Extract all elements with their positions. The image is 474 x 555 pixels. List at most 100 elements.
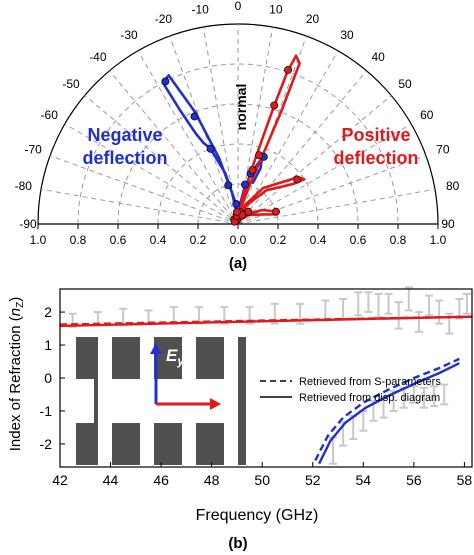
polar-angle-tick-label: -30 <box>120 28 138 42</box>
polar-marker <box>272 207 280 216</box>
polar-angle-tick-label: -40 <box>89 50 107 64</box>
polar-spoke <box>237 123 412 225</box>
polar-spoke <box>49 155 239 225</box>
polar-angle-tick-label: 80 <box>446 179 460 193</box>
inset-bar <box>112 423 140 465</box>
polar-marker <box>270 101 279 110</box>
polar-marker <box>232 200 241 209</box>
polar-spoke <box>64 123 239 225</box>
polar-series-line <box>161 74 240 226</box>
polar-angle-tick-label: 30 <box>340 28 354 42</box>
axes: 42 44 46 48 50 52 54 56 58 -2 -1 0 1 2 <box>40 288 473 488</box>
negative-deflection-label: Negative <box>87 125 162 145</box>
inset-slot <box>154 379 182 423</box>
polar-angle-tick-label: 70 <box>436 142 450 156</box>
x-tick-label: 54 <box>356 472 372 488</box>
x-tick-label: 46 <box>153 472 169 488</box>
y-tick-label: 0 <box>44 370 52 386</box>
polar-angle-tick-label: -90 <box>19 217 37 231</box>
polar-angle-tick-label: 0 <box>235 0 242 13</box>
y-tick-label: -1 <box>40 403 53 419</box>
polar-angle-tick-label: 60 <box>420 108 434 122</box>
x-axis-label: Frequency (GHz) <box>196 507 319 524</box>
inset-bar <box>196 423 224 465</box>
inset-slot <box>182 337 196 465</box>
polar-radial-tick-label: 0.4 <box>150 233 167 247</box>
polar-marker <box>190 112 199 121</box>
y-tick-label: 2 <box>44 304 52 320</box>
positive-deflection-label: Positive <box>341 125 410 145</box>
polar-angle-tick-label: 20 <box>306 12 320 26</box>
polar-spoke <box>84 95 239 225</box>
polar-radial-tick-label: 0.0 <box>230 233 247 247</box>
polar-angle-tick-label: -60 <box>41 108 59 122</box>
polar-radial-tick-label: 0.2 <box>270 233 287 247</box>
normal-label: normal <box>233 84 249 131</box>
inset-slot <box>76 379 94 423</box>
inset-bar <box>154 337 182 379</box>
panel-a-label: (a) <box>229 255 247 272</box>
polar-grid-ring <box>77 63 399 225</box>
polar-spoke <box>237 155 427 225</box>
positive-deflection-label-2: deflection <box>333 148 418 168</box>
y-tick-label: -2 <box>40 436 53 452</box>
polar-marker <box>244 207 253 216</box>
polar-marker <box>233 208 241 216</box>
polar-radial-tick-label: 0.4 <box>310 233 327 247</box>
polar-angle-tick-label: 50 <box>398 77 412 91</box>
polar-radial-tick-label: 0.6 <box>350 233 367 247</box>
legend-dashed-label: Retrieved from S-parameters <box>299 376 441 388</box>
panel-b-label: (b) <box>228 535 247 552</box>
unit-cell-inset: Ey Ex <box>76 337 246 465</box>
polar-spoke <box>237 95 392 225</box>
polar-angle-tick-label: 90 <box>441 217 455 231</box>
polar-spoke <box>237 188 436 225</box>
ex-arrowhead <box>210 398 221 410</box>
inset-bar <box>154 423 182 465</box>
polar-chart: -90 -80 -70 -60 -50 -40 -30 -20 -10 0 10 20 30 40 50 60… <box>15 0 460 272</box>
polar-spoke <box>202 26 239 225</box>
inset-slot <box>98 337 112 465</box>
polar-angle-tick-label: -10 <box>191 2 209 16</box>
polar-series <box>161 54 306 226</box>
polar-marker <box>161 77 170 86</box>
polar-marker <box>224 181 233 190</box>
inset-slot <box>112 379 140 423</box>
series-lines <box>59 315 473 465</box>
polar-angle-tick-label: -50 <box>62 77 80 91</box>
polar-marker <box>284 65 293 74</box>
polar-grid <box>37 23 439 229</box>
polar-spoke <box>237 50 339 225</box>
polar-marker <box>240 180 249 189</box>
polar-marker <box>293 175 302 184</box>
inset-slot <box>140 337 154 465</box>
polar-spoke <box>40 188 239 225</box>
polar-radial-tick-label: 0.6 <box>110 233 127 247</box>
ex-label: Ex <box>191 383 210 405</box>
polar-radial-tick-label: 0.2 <box>190 233 207 247</box>
inset-bar <box>112 337 140 379</box>
polar-angle-tick-label: -70 <box>24 142 42 156</box>
negative-deflection-label-2: deflection <box>82 148 167 168</box>
series-line <box>318 362 460 465</box>
y-tick-label: 1 <box>44 337 52 353</box>
polar-spoke <box>237 70 367 225</box>
series-line <box>314 357 460 461</box>
polar-spoke <box>109 70 239 225</box>
polar-spoke <box>137 50 239 225</box>
inset-bar <box>196 337 224 379</box>
x-tick-label: 44 <box>103 472 119 488</box>
polar-grid-ring <box>157 143 319 225</box>
polar-marker <box>248 165 257 174</box>
polar-angle-labels: -90 -80 -70 -60 -50 -40 -30 -20 -10 0 10 20 30 40 50 60… <box>15 0 460 231</box>
polar-angle-tick-label: -20 <box>155 12 173 26</box>
series-line <box>59 315 473 328</box>
polar-angle-tick-label: 10 <box>269 2 283 16</box>
x-tick-label: 52 <box>305 472 321 488</box>
polar-spoke <box>237 26 274 225</box>
legend-solid-label: Retrieved from disp. diagram <box>299 392 440 404</box>
ey-arrowhead <box>150 343 162 354</box>
polar-radial-tick-label: 0.8 <box>390 233 407 247</box>
ey-label: Ey <box>166 346 185 368</box>
